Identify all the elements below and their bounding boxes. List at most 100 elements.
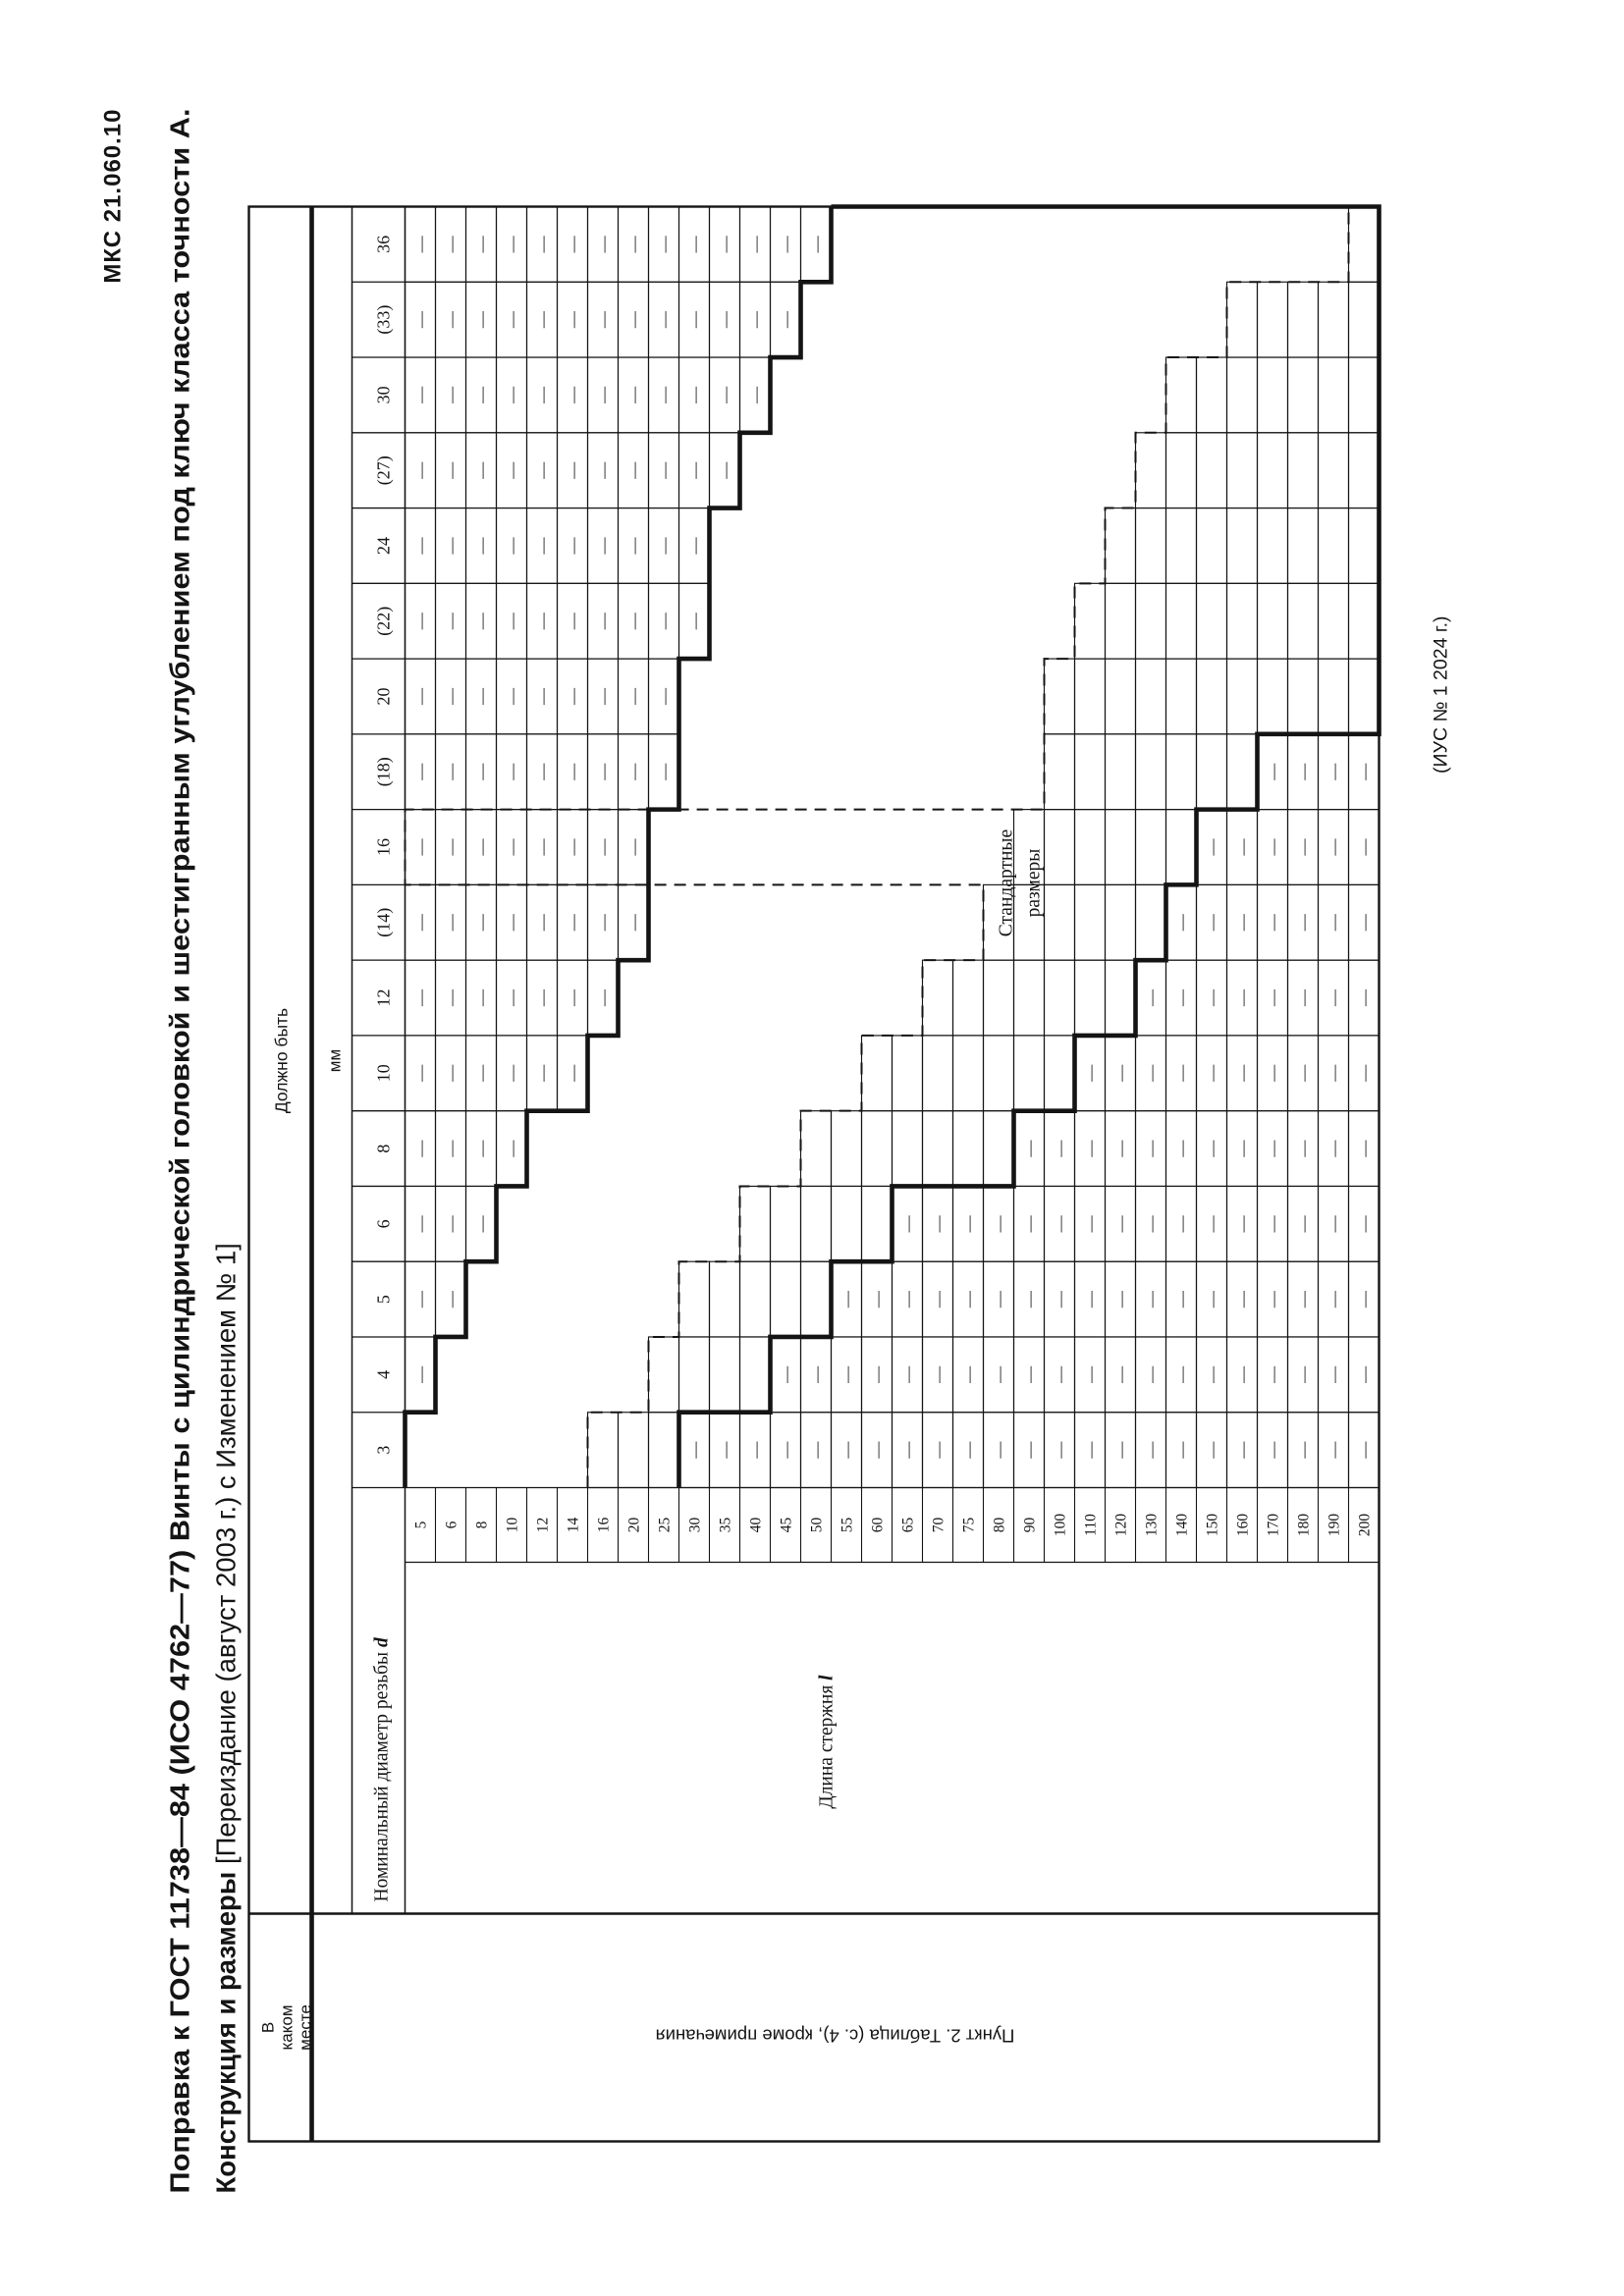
no-size-dash: — xyxy=(1172,913,1191,932)
no-size-dash: — xyxy=(655,612,674,630)
no-size-dash: — xyxy=(746,1440,765,1459)
l-value-label: 170 xyxy=(1265,1513,1281,1536)
no-size-dash: — xyxy=(716,310,734,329)
no-size-dash: — xyxy=(472,1063,491,1082)
no-size-dash: — xyxy=(1294,1214,1313,1233)
no-size-dash: — xyxy=(1111,1440,1130,1459)
grid-cell xyxy=(677,1260,710,1338)
grid-cell xyxy=(1134,582,1166,660)
no-size-dash: — xyxy=(1264,988,1282,1007)
no-size-dash: — xyxy=(442,1290,460,1308)
no-size-dash: — xyxy=(1051,1364,1069,1383)
no-size-dash: — xyxy=(1294,1440,1313,1459)
no-size-dash: — xyxy=(716,1440,734,1459)
grid-cell xyxy=(1347,658,1380,734)
l-value-label: 140 xyxy=(1173,1513,1190,1536)
no-size-dash: — xyxy=(898,1214,917,1233)
d-value-label: 20 xyxy=(373,687,393,705)
no-size-dash: — xyxy=(1325,1139,1343,1157)
grid-cell xyxy=(891,1109,923,1187)
no-size-dash: — xyxy=(1294,988,1313,1007)
l-value-label: 100 xyxy=(1052,1513,1068,1536)
no-size-dash: — xyxy=(1203,1063,1221,1082)
l-value-label: 65 xyxy=(899,1517,916,1532)
no-size-dash: — xyxy=(503,310,521,329)
no-size-dash: — xyxy=(1020,1139,1039,1157)
l-value-label: 130 xyxy=(1143,1513,1160,1536)
grid-cell xyxy=(1195,732,1227,810)
grid-cell xyxy=(1164,808,1197,885)
no-size-dash: — xyxy=(533,988,552,1007)
no-size-dash: — xyxy=(594,460,613,479)
standard-region-lower-boundary xyxy=(676,203,1381,1487)
no-size-dash: — xyxy=(1264,837,1282,856)
grid-cell xyxy=(1347,507,1380,584)
grid-cell xyxy=(708,1260,740,1338)
grid-cell xyxy=(1104,959,1136,1036)
grid-cell xyxy=(1256,355,1288,433)
no-size-dash: — xyxy=(564,913,582,932)
no-size-dash: — xyxy=(990,1364,1008,1383)
grid-cell xyxy=(1195,507,1227,584)
no-size-dash: — xyxy=(503,762,521,780)
no-size-dash: — xyxy=(442,385,460,403)
no-size-dash: — xyxy=(1264,913,1282,932)
grid-cell xyxy=(1043,808,1075,885)
no-size-dash: — xyxy=(442,1063,460,1082)
no-size-dash: — xyxy=(1233,1440,1252,1459)
grid-cell xyxy=(1104,507,1136,584)
no-size-dash: — xyxy=(411,310,430,329)
grid-cell xyxy=(1286,582,1319,660)
d-value-label: 5 xyxy=(373,1295,393,1304)
no-size-dash: — xyxy=(411,1364,430,1383)
l-value-label: 110 xyxy=(1082,1513,1099,1535)
no-size-dash: — xyxy=(472,460,491,479)
no-size-dash: — xyxy=(1355,1364,1374,1383)
no-size-dash: — xyxy=(1142,1063,1161,1082)
grid-cell xyxy=(1347,582,1380,660)
l-value-label: 40 xyxy=(747,1517,764,1532)
region-label-line2: размеры xyxy=(1023,848,1044,917)
no-size-dash: — xyxy=(898,1364,917,1383)
no-size-dash: — xyxy=(1233,1214,1252,1233)
no-size-dash: — xyxy=(533,310,552,329)
no-size-dash: — xyxy=(959,1290,978,1308)
no-size-dash: — xyxy=(1355,1139,1374,1157)
grid-cell xyxy=(1104,658,1136,734)
no-size-dash: — xyxy=(838,1440,856,1459)
no-size-dash: — xyxy=(533,460,552,479)
no-size-dash: — xyxy=(442,913,460,932)
l-value-label: 90 xyxy=(1021,1517,1038,1532)
no-size-dash: — xyxy=(1142,1139,1161,1157)
d-axis-label-text: Номинальный диаметр резьбы xyxy=(371,1647,392,1902)
no-size-dash: — xyxy=(533,1063,552,1082)
grid-cell xyxy=(1043,732,1075,810)
no-size-dash: — xyxy=(1325,913,1343,932)
grid-cell xyxy=(1073,883,1106,961)
no-size-dash: — xyxy=(564,612,582,630)
no-size-dash: — xyxy=(1294,1290,1313,1308)
no-size-dash: — xyxy=(1020,1440,1039,1459)
units-label: мм xyxy=(325,1048,344,1071)
no-size-dash: — xyxy=(1355,1440,1374,1459)
grid-cell xyxy=(799,1109,832,1187)
mks-code: МКС 21.060.10 xyxy=(99,108,126,283)
grid-cell xyxy=(1256,431,1288,508)
no-size-dash: — xyxy=(990,1290,1008,1308)
no-size-dash: — xyxy=(1081,1214,1100,1233)
grid-cell xyxy=(1134,658,1166,734)
grid-cell xyxy=(1286,431,1319,508)
no-size-dash: — xyxy=(594,988,613,1007)
no-size-dash: — xyxy=(594,612,613,630)
l-value-label: 12 xyxy=(534,1517,551,1532)
grid-cell xyxy=(1225,658,1258,734)
no-size-dash: — xyxy=(1294,1139,1313,1157)
no-size-dash: — xyxy=(1081,1440,1100,1459)
no-size-dash: — xyxy=(533,536,552,555)
no-size-dash: — xyxy=(990,1440,1008,1459)
no-size-dash: — xyxy=(442,762,460,780)
no-size-dash: — xyxy=(1142,1440,1161,1459)
no-size-dash: — xyxy=(959,1440,978,1459)
full-thread-dashed-boundary xyxy=(404,206,1349,1487)
